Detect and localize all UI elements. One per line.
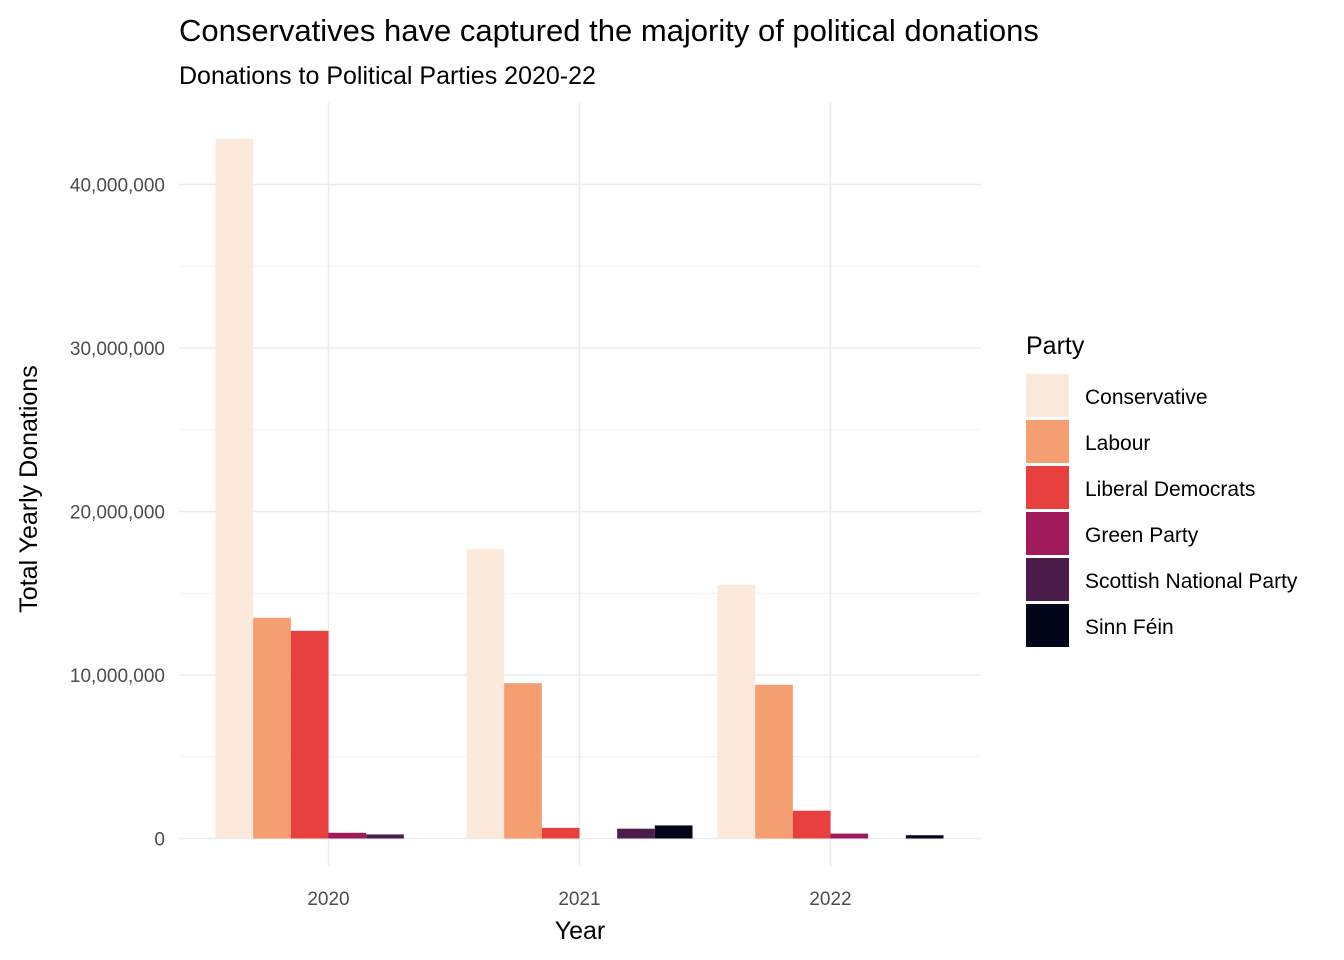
legend-swatch	[1026, 512, 1069, 555]
bar	[328, 832, 367, 839]
bar	[366, 834, 404, 839]
x-tick-label: 2022	[809, 889, 851, 910]
legend-label: Sinn Féin	[1085, 616, 1174, 639]
bar	[253, 617, 291, 839]
legend-label: Green Party	[1085, 524, 1199, 547]
y-tick-label: 20,000,000	[70, 503, 165, 524]
y-tick-label: 30,000,000	[70, 339, 165, 360]
bar	[504, 683, 542, 839]
y-tick-label: 10,000,000	[70, 666, 165, 687]
legend-label: Liberal Democrats	[1085, 478, 1255, 501]
legend-swatch	[1026, 374, 1069, 417]
x-axis-ticks: 2020 2021 2022	[307, 889, 851, 910]
bar	[830, 833, 869, 839]
y-axis-title: Total Yearly Donations	[15, 365, 43, 612]
legend-swatch	[1026, 604, 1069, 647]
legend-swatch	[1026, 420, 1069, 463]
legend-label: Conservative	[1085, 386, 1208, 409]
bar	[541, 827, 580, 839]
legend-label: Labour	[1085, 432, 1150, 455]
y-tick-label: 40,000,000	[70, 176, 165, 197]
bar	[717, 585, 756, 839]
legend-label: Scottish National Party	[1085, 570, 1298, 593]
legend: Party Conservative Labour Liberal Democrat…	[1026, 332, 1298, 647]
legend-swatch	[1026, 558, 1069, 601]
chart-title: Conservatives have captured the majority…	[179, 13, 1039, 48]
bars	[215, 138, 944, 839]
bar	[290, 630, 329, 839]
bar	[792, 810, 831, 839]
bar	[466, 549, 505, 839]
bar	[215, 138, 254, 839]
bar	[755, 684, 793, 839]
y-axis-ticks: 0 10,000,000 20,000,000 30,000,000 40,000,00…	[70, 176, 165, 851]
chart-subtitle: Donations to Political Parties 2020-22	[179, 62, 596, 90]
x-tick-label: 2020	[307, 889, 349, 910]
y-tick-label: 0	[154, 830, 165, 851]
x-axis-title: Year	[555, 917, 606, 945]
bar	[654, 825, 693, 839]
legend-title: Party	[1026, 332, 1085, 360]
bar	[905, 835, 944, 839]
x-tick-label: 2021	[558, 889, 600, 910]
bar	[617, 828, 655, 839]
legend-swatch	[1026, 466, 1069, 509]
